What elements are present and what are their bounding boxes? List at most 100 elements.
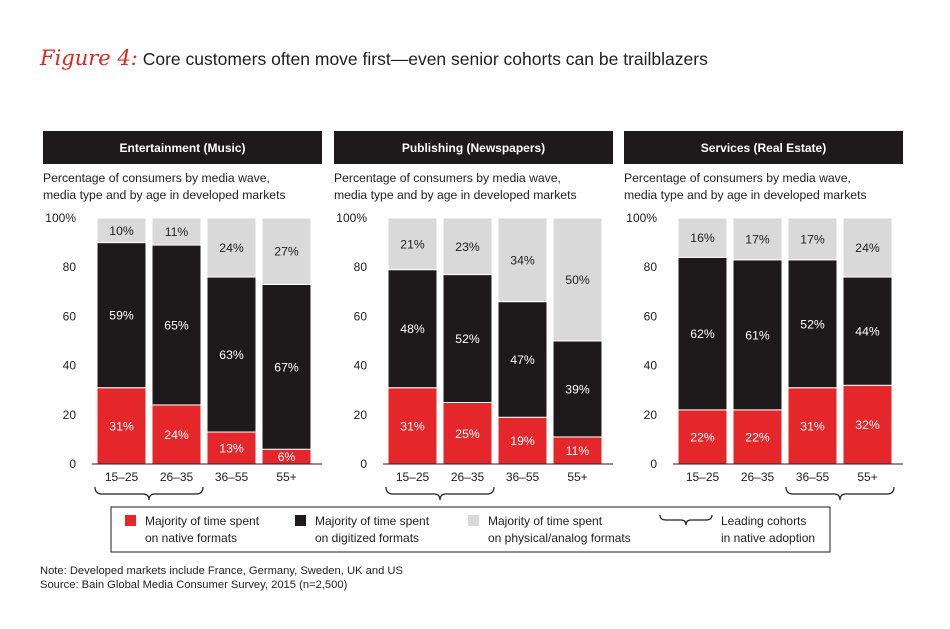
bar-newspapers-native-label: 25% bbox=[455, 427, 480, 441]
panel-music-title: Entertainment (Music) bbox=[119, 141, 245, 155]
bar-music-native-label: 31% bbox=[109, 419, 134, 433]
bar-newspapers-native-label: 19% bbox=[510, 434, 535, 448]
bar-music-native-0 bbox=[96, 387, 147, 465]
legend-box bbox=[110, 506, 831, 553]
bar-music-digitized-label: 65% bbox=[164, 319, 189, 333]
panel-real-estate-xtick: 55+ bbox=[857, 470, 877, 484]
panel-music-subtitle-line: media type and by age in developed marke… bbox=[43, 188, 286, 202]
bar-real-estate-digitized-label: 61% bbox=[745, 328, 770, 342]
panel-real-estate-ytick: 80 bbox=[644, 260, 658, 274]
bar-music-native-label: 6% bbox=[278, 450, 296, 464]
bar-real-estate-physical-0 bbox=[677, 217, 728, 258]
bar-newspapers-physical-label: 50% bbox=[565, 273, 590, 287]
panel-real-estate-subtitle-line: Percentage of consumers by media wave, bbox=[624, 171, 851, 185]
panel-newspapers-xtick: 36–55 bbox=[506, 470, 540, 484]
bar-real-estate-native-label: 32% bbox=[855, 418, 880, 432]
bar-newspapers-digitized-label: 39% bbox=[565, 382, 590, 396]
legend-label-digitized: Majority of time spent bbox=[315, 514, 430, 528]
panel-newspapers-ytick: 20 bbox=[354, 408, 368, 422]
bar-real-estate-native-label: 22% bbox=[745, 430, 770, 444]
panel-music-ytick: 40 bbox=[63, 359, 77, 373]
panel-real-estate-header bbox=[624, 131, 903, 164]
panel-real-estate-ytick: 60 bbox=[644, 309, 658, 323]
legend-label-brace: in native adoption bbox=[721, 531, 815, 545]
bar-newspapers-native-3 bbox=[552, 436, 603, 465]
panel-newspapers-ytick: 100% bbox=[336, 211, 367, 225]
panel-music-subtitle-line: Percentage of consumers by media wave, bbox=[43, 171, 270, 185]
legend-swatch-digitized bbox=[295, 515, 306, 526]
panel-newspapers-subtitle-line: media type and by age in developed marke… bbox=[334, 188, 577, 202]
panel-newspapers-ytick: 80 bbox=[354, 260, 368, 274]
panel-real-estate-leading-brace bbox=[785, 486, 895, 501]
bar-music-digitized-label: 67% bbox=[274, 360, 299, 374]
panel-newspapers-subtitle-line: Percentage of consumers by media wave, bbox=[334, 171, 561, 185]
bar-real-estate-physical-2 bbox=[787, 217, 838, 261]
panel-real-estate-ytick: 20 bbox=[644, 408, 658, 422]
legend-label-physical: on physical/analog formats bbox=[488, 531, 631, 545]
bar-music-digitized-0 bbox=[96, 242, 147, 389]
bar-newspapers-native-1 bbox=[442, 402, 493, 465]
note-text: Note: Developed markets include France, … bbox=[40, 565, 403, 577]
legend-label-native: on native formats bbox=[145, 531, 237, 545]
panel-newspapers-xtick: 26–35 bbox=[451, 470, 485, 484]
bar-music-physical-label: 11% bbox=[165, 225, 189, 239]
bar-real-estate-digitized-label: 52% bbox=[800, 317, 825, 331]
figure-label: Figure 4: bbox=[40, 46, 138, 70]
bar-newspapers-digitized-0 bbox=[387, 269, 438, 389]
bar-music-digitized-label: 59% bbox=[109, 309, 134, 323]
bar-music-physical-label: 24% bbox=[219, 241, 244, 255]
bar-newspapers-digitized-label: 47% bbox=[510, 353, 535, 367]
bar-real-estate-physical-label: 16% bbox=[690, 231, 715, 245]
bar-newspapers-physical-label: 34% bbox=[510, 253, 535, 267]
panel-music-xtick: 15–25 bbox=[105, 470, 139, 484]
panel-real-estate-xtick: 26–35 bbox=[741, 470, 775, 484]
panel-music-header bbox=[43, 131, 322, 164]
source-text: Source: Bain Global Media Consumer Surve… bbox=[40, 579, 348, 591]
bar-real-estate-physical-label: 24% bbox=[855, 241, 880, 255]
bar-newspapers-physical-1 bbox=[442, 217, 493, 276]
panel-music-xtick: 26–35 bbox=[160, 470, 194, 484]
bar-newspapers-native-label: 11% bbox=[566, 444, 590, 458]
bar-music-digitized-3 bbox=[261, 283, 312, 450]
panel-music-xtick: 36–55 bbox=[215, 470, 249, 484]
bar-newspapers-native-label: 31% bbox=[400, 419, 425, 433]
panel-music-ytick: 60 bbox=[63, 309, 77, 323]
panel-music-leading-brace bbox=[94, 486, 204, 501]
bar-music-physical-1 bbox=[151, 217, 202, 246]
legend-swatch-physical bbox=[468, 515, 479, 526]
bar-music-physical-label: 27% bbox=[274, 245, 299, 259]
bar-real-estate-physical-1 bbox=[732, 217, 783, 261]
bar-music-digitized-label: 63% bbox=[219, 348, 244, 362]
panel-music-ytick: 20 bbox=[63, 408, 77, 422]
bar-newspapers-physical-2 bbox=[497, 217, 548, 303]
panel-newspapers-ytick: 0 bbox=[360, 457, 367, 471]
legend-label-brace: Leading cohorts bbox=[721, 514, 806, 528]
legend-label-native: Majority of time spent bbox=[145, 514, 260, 528]
bar-real-estate-native-label: 31% bbox=[800, 419, 825, 433]
bar-real-estate-digitized-0 bbox=[677, 256, 728, 411]
panel-real-estate-ytick: 0 bbox=[650, 457, 657, 471]
panel-newspapers-ytick: 60 bbox=[354, 309, 368, 323]
panel-music-xtick: 55+ bbox=[276, 470, 296, 484]
bar-newspapers-physical-label: 21% bbox=[400, 237, 425, 251]
panel-real-estate-ytick: 100% bbox=[626, 211, 657, 225]
bar-newspapers-native-2 bbox=[497, 416, 548, 465]
bar-newspapers-digitized-label: 52% bbox=[455, 332, 480, 346]
bar-newspapers-native-0 bbox=[387, 387, 438, 465]
bar-real-estate-digitized-3 bbox=[842, 276, 893, 386]
panel-newspapers-ytick: 40 bbox=[354, 359, 368, 373]
bar-newspapers-physical-3 bbox=[552, 217, 603, 342]
figure-title-text: Core customers often move first—even sen… bbox=[142, 49, 708, 69]
bar-music-native-label: 13% bbox=[219, 442, 244, 456]
bar-real-estate-native-1 bbox=[732, 409, 783, 465]
bar-real-estate-digitized-label: 44% bbox=[855, 325, 880, 339]
bar-music-native-label: 24% bbox=[164, 428, 189, 442]
bar-newspapers-physical-0 bbox=[387, 217, 438, 271]
legend-label-physical: Majority of time spent bbox=[488, 514, 603, 528]
panel-music-ytick: 100% bbox=[45, 211, 76, 225]
bar-music-physical-3 bbox=[261, 217, 312, 285]
legend-swatch-native bbox=[125, 515, 136, 526]
legend-label-digitized: on digitized formats bbox=[315, 531, 419, 545]
bar-real-estate-digitized-1 bbox=[732, 259, 783, 411]
